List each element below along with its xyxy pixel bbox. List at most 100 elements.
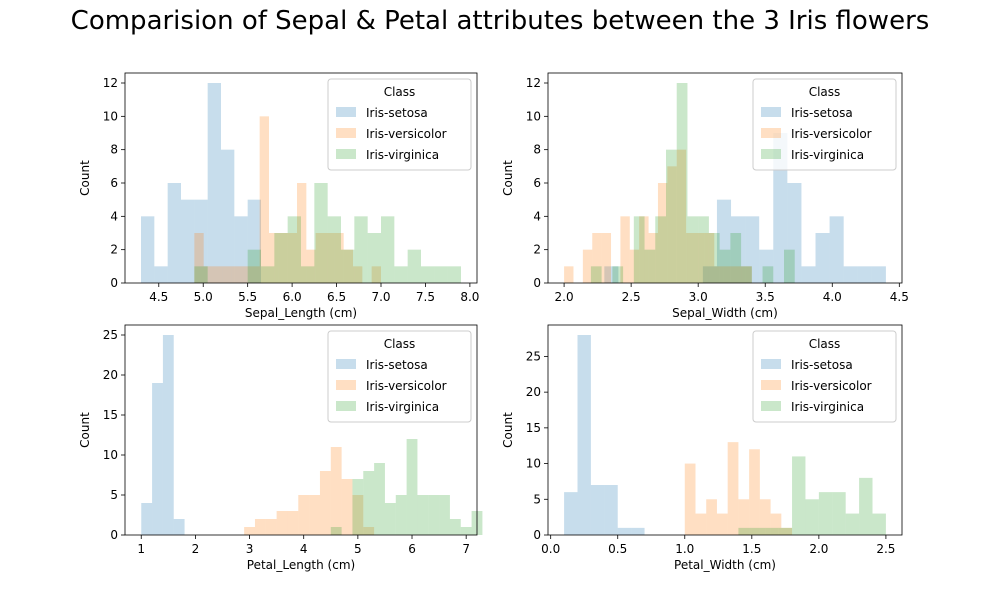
legend-label-iris-setosa: Iris-setosa <box>366 106 428 120</box>
bar-iris-versicolor <box>629 249 640 283</box>
y-tick-label: 20 <box>103 368 118 382</box>
bar-iris-virginica <box>644 249 656 283</box>
x-tick-label: 8.0 <box>460 290 479 304</box>
bar-iris-setosa <box>564 492 578 535</box>
bar-iris-virginica <box>354 216 368 283</box>
bar-iris-virginica <box>327 216 341 283</box>
y-tick-label: 25 <box>526 349 541 363</box>
legend-swatch-iris-virginica <box>761 401 781 411</box>
x-tick-label: 2.5 <box>622 290 641 304</box>
x-tick-label: 7 <box>462 542 470 556</box>
bar-iris-versicolor <box>714 266 724 283</box>
x-tick-label: 2.5 <box>876 542 895 556</box>
x-tick-label: 2.0 <box>555 290 574 304</box>
legend-label-iris-versicolor: Iris-versicolor <box>791 127 872 141</box>
bar-iris-virginica <box>363 471 375 535</box>
bar-iris-setosa <box>604 266 619 283</box>
bar-iris-virginica <box>784 249 795 283</box>
bar-iris-setosa <box>577 335 591 535</box>
bar-iris-versicolor <box>704 233 715 283</box>
bar-iris-versicolor <box>309 495 320 535</box>
y-tick-label: 25 <box>103 328 118 342</box>
y-tick-label: 0 <box>533 528 541 542</box>
bar-iris-versicolor <box>695 233 705 283</box>
bar-iris-virginica <box>447 266 461 283</box>
bar-iris-setosa <box>221 149 235 283</box>
x-tick-label: 5 <box>354 542 362 556</box>
bar-iris-virginica <box>872 513 886 535</box>
bar-iris-setosa <box>843 266 858 283</box>
bar-iris-virginica <box>421 266 435 283</box>
bar-iris-versicolor <box>686 233 696 283</box>
bar-iris-virginica <box>792 456 806 535</box>
y-tick-label: 10 <box>526 457 541 471</box>
y-tick-label: 8 <box>533 143 541 157</box>
legend-title: Class <box>384 337 416 351</box>
bar-iris-virginica <box>741 266 752 283</box>
bar-iris-versicolor <box>269 233 279 283</box>
bar-iris-versicolor <box>770 513 782 535</box>
bar-iris-virginica <box>751 527 766 535</box>
y-axis-label: Count <box>501 160 515 196</box>
bar-iris-virginica <box>832 492 846 535</box>
bar-iris-versicolor <box>194 233 204 283</box>
bar-iris-versicolor <box>287 511 299 535</box>
bar-iris-versicolor <box>325 233 335 283</box>
y-tick-label: 8 <box>110 143 118 157</box>
bar-iris-setosa <box>141 216 155 283</box>
y-tick-label: 15 <box>103 408 118 422</box>
bar-iris-versicolor <box>742 266 752 283</box>
y-tick-label: 12 <box>526 76 541 90</box>
x-tick-label: 6.0 <box>283 290 302 304</box>
bar-iris-setosa <box>152 383 163 535</box>
bar-iris-virginica <box>719 249 731 283</box>
y-tick-label: 15 <box>526 421 541 435</box>
y-tick-label: 0 <box>110 276 118 290</box>
bar-iris-virginica <box>301 266 315 283</box>
bar-iris-setosa <box>871 266 886 283</box>
legend-label-iris-setosa: Iris-setosa <box>791 106 853 120</box>
bar-iris-virginica <box>765 527 779 535</box>
bar-iris-setosa <box>173 519 185 535</box>
bar-iris-versicolor <box>231 266 241 283</box>
bar-iris-versicolor <box>241 266 251 283</box>
bar-iris-setosa <box>162 335 174 535</box>
bar-iris-versicolor <box>749 449 760 535</box>
y-tick-label: 2 <box>533 243 541 257</box>
bar-iris-setosa <box>167 183 181 283</box>
legend-swatch-iris-versicolor <box>336 380 356 390</box>
bar-iris-versicolor <box>353 266 363 283</box>
legend-title: Class <box>809 85 841 99</box>
x-tick-label: 3 <box>246 542 254 556</box>
bar-iris-setosa <box>604 485 618 535</box>
bar-iris-virginica <box>687 216 699 283</box>
bar-iris-setosa <box>716 199 732 283</box>
x-axis-label: Sepal_Length (cm) <box>245 306 357 320</box>
bar-iris-versicolor <box>254 519 266 535</box>
bar-iris-versicolor <box>297 183 307 283</box>
bar-iris-virginica <box>341 249 355 283</box>
y-tick-label: 20 <box>526 385 541 399</box>
bar-iris-virginica <box>428 495 440 535</box>
x-tick-label: 2 <box>192 542 200 556</box>
bar-iris-virginica <box>818 492 833 535</box>
y-axis-label: Count <box>78 412 92 448</box>
legend-label-iris-setosa: Iris-setosa <box>791 358 853 372</box>
bar-iris-setosa <box>154 266 168 283</box>
y-tick-label: 6 <box>110 176 118 190</box>
bar-iris-virginica <box>590 266 602 283</box>
bar-iris-versicolor <box>592 233 602 283</box>
bar-iris-versicolor <box>343 249 353 283</box>
bar-iris-virginica <box>274 233 288 283</box>
bar-iris-versicolor <box>684 463 696 535</box>
legend-swatch-iris-versicolor <box>761 128 781 138</box>
legend-label-iris-virginica: Iris-virginica <box>366 400 439 414</box>
x-tick-label: 7.5 <box>416 290 435 304</box>
bar-iris-setosa <box>801 266 816 283</box>
bar-iris-versicolor <box>667 166 677 283</box>
x-axis-label: Petal_Width (cm) <box>674 558 776 572</box>
